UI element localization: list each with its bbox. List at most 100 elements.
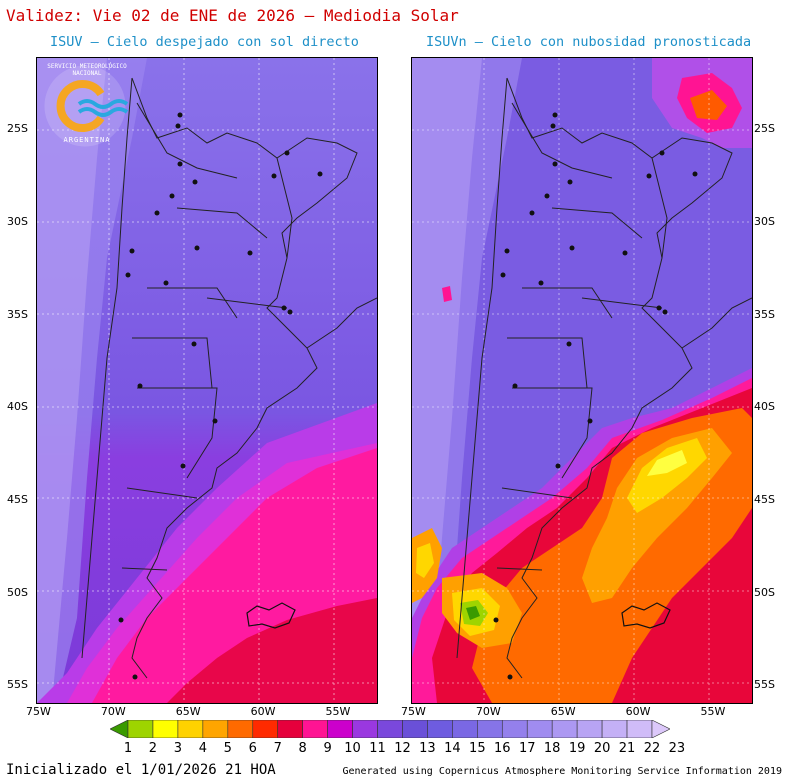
lat-tick-label: 25S [7,122,28,136]
country-borders [81,77,377,679]
uv-zone-3 [647,450,687,476]
lat-tick-label: 30S [7,214,28,228]
colorbar-segment [651,720,670,738]
andes-high-band [37,58,107,703]
lat-tick-label: 45S [7,492,28,506]
colorbar-label: 3 [173,741,183,756]
colorbar-label: 1 [123,741,133,756]
colorbar-segment [526,720,553,738]
colorbar-segment [152,720,179,738]
lon-tick-label: 65W [550,705,576,718]
colorbar-segment [252,720,279,738]
right-panel-subtitle: ISUVn — Cielo con nubosidad pronosticada [426,34,752,50]
colorbar-label: 23 [668,741,686,756]
lon-tick-label: 55W [700,705,726,718]
lon-tick-label: 65W [175,705,201,718]
colorbar-segment [377,720,403,738]
lon-tick-label: 75W [26,705,51,718]
colorbar-label: 4 [198,741,207,756]
city-markers [118,112,323,680]
colorbar-segment [477,720,503,738]
colorbar-segment [452,720,478,738]
colorbar-label: 14 [444,741,461,756]
uv-zone-4 [627,438,707,513]
colorbar-label: 13 [419,741,436,756]
colorbar-segment [601,720,628,738]
lon-tick-label: 60W [250,705,276,718]
city-markers [493,112,698,680]
colorbar-label: 15 [469,741,486,756]
colorbar-label: 21 [618,741,636,756]
colorbar-label: 7 [273,741,282,756]
colorbar-label: 9 [323,741,332,756]
colorbar-label: 19 [568,741,586,756]
lat-tick-label: 35S [7,307,28,321]
colorbar-label: 6 [248,741,257,756]
lat-tick-label: 40S [7,400,28,414]
initialized-text: Inicializado el 1/01/2026 21 HOA [6,762,276,778]
west-patch-4 [416,543,434,578]
grid-lines [412,58,752,703]
logo-top-text: SERVICIO METEOROLÓGICO NACIONAL [47,63,127,77]
left-map-svg [37,58,377,703]
lat-tick-label: 55S [754,678,775,692]
page-title: Validez: Vie 02 de ENE de 2026 — Mediodi… [6,6,459,25]
colorbar-segment [576,720,603,738]
colorbar-label: 8 [298,741,307,756]
colorbar-segment [402,720,428,738]
left-panel-subtitle: ISUV — Cielo despejado con sol directo [50,34,359,50]
colorbar-segment [177,720,204,738]
uv-zone-5 [582,428,732,603]
lon-tick-label: 70W [475,705,501,718]
colorbar-segment [551,720,578,738]
lat-tick-label: 30S [754,214,775,228]
colorbar-label: 12 [394,741,411,756]
malvinas-islands [621,602,671,629]
colorbar-segment [327,720,353,738]
logo-sun-icon [56,80,105,132]
copernicus-credit: Generated using Copernicus Atmosphere Mo… [342,766,783,777]
colorbar-label: 16 [494,741,511,756]
uv-zone-8 [167,598,377,703]
colorbar-label: 5 [223,741,232,756]
lon-tick-label: 55W [325,705,351,718]
colorbar-segment [227,720,254,738]
right-map-svg [412,58,752,703]
logo-bottom-text: ARGENTINA [63,136,111,144]
lat-tick-label: 55S [7,678,28,692]
small-patch-9 [442,286,452,302]
lon-tick-label: 70W [100,705,126,718]
colorbar-label: 11 [369,741,386,756]
uv-index-colorbar [110,720,670,738]
colorbar-label: 10 [344,741,361,756]
lon-tick-label: 60W [625,705,651,718]
left-map-panel: SERVICIO METEOROLÓGICO NACIONAL ARGENTIN… [36,57,378,704]
colorbar-label: 2 [148,741,158,756]
south-zone-1 [466,606,480,620]
right-map-panel [411,57,753,704]
argentina-logo [44,65,129,147]
lat-tick-label: 40S [754,400,775,414]
colorbar-segment [127,720,154,738]
country-borders [456,77,752,679]
colorbar-segment [626,720,653,738]
malvinas-islands [246,602,296,629]
north-patch-6 [690,90,727,120]
grid-lines [37,58,377,703]
lat-tick-label: 35S [754,307,775,321]
lon-tick-label: 75W [401,705,426,718]
colorbar-segment [110,720,129,738]
colorbar-label: 17 [518,741,536,756]
lat-tick-label: 50S [7,585,28,599]
lat-tick-label: 45S [754,492,775,506]
colorbar-label: 18 [543,741,561,756]
colorbar-segment [427,720,453,738]
lat-tick-label: 25S [754,122,775,136]
colorbar-label: 20 [593,741,611,756]
colorbar-label: 22 [643,741,661,756]
colorbar-segment [352,720,378,738]
lat-tick-label: 50S [754,585,775,599]
colorbar-segment [277,720,303,738]
colorbar-segment [202,720,229,738]
colorbar-segment [302,720,328,738]
